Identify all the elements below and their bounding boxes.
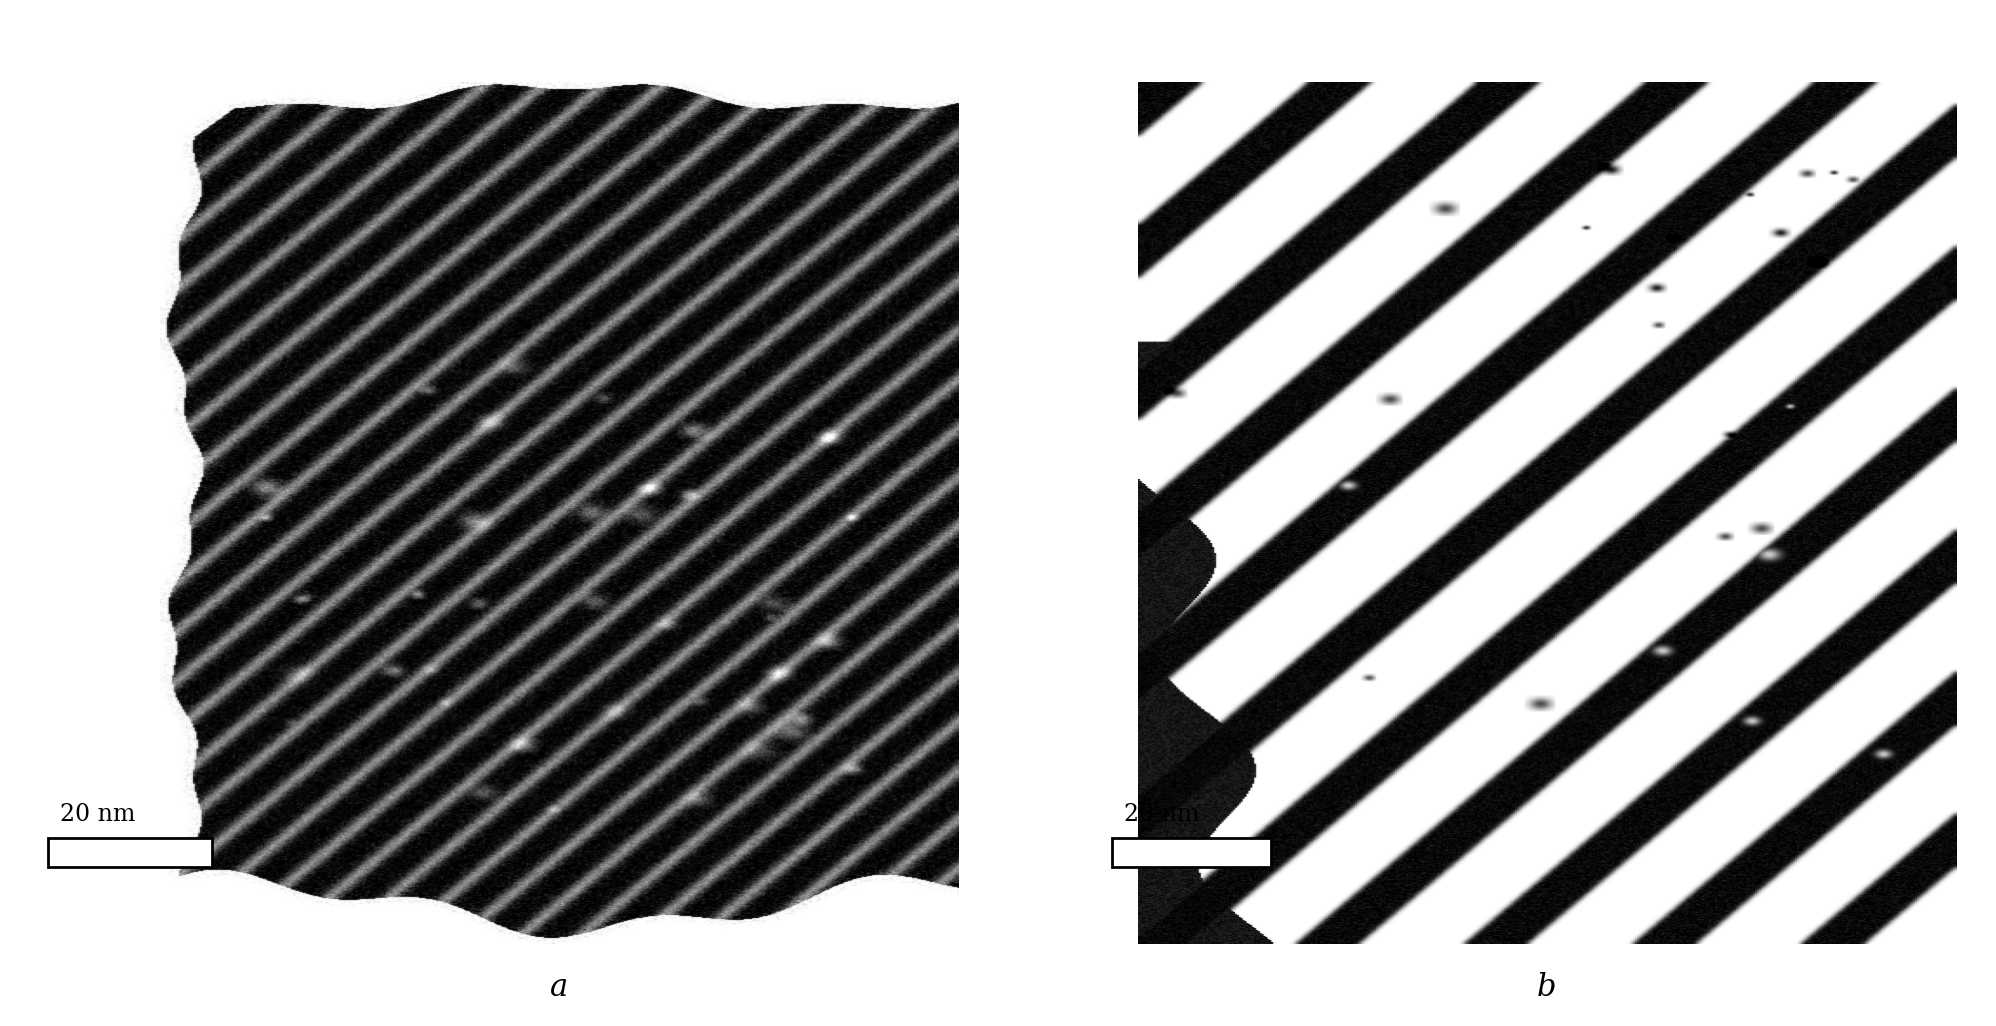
Text: b: b xyxy=(1537,973,1557,1003)
Text: 20 nm: 20 nm xyxy=(60,803,136,826)
Text: 20 nm: 20 nm xyxy=(1124,803,1200,826)
Text: a: a xyxy=(549,973,569,1003)
